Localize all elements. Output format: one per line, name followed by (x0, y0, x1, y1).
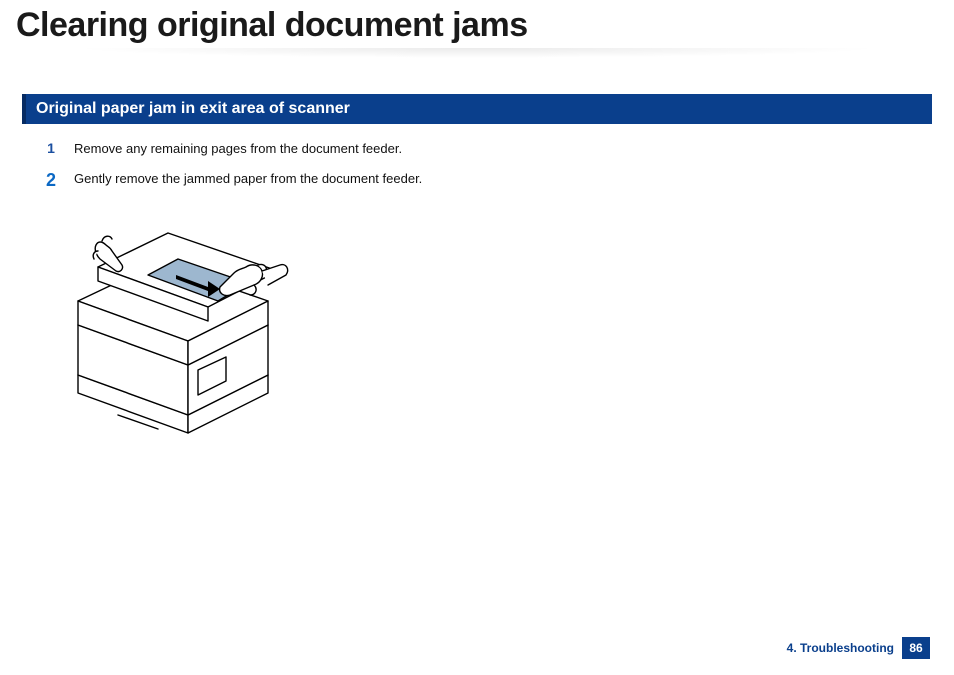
footer-page-number: 86 (902, 637, 930, 659)
step-number: 2 (40, 170, 62, 191)
step-text: Gently remove the jammed paper from the … (74, 171, 422, 186)
step-row: 1 Remove any remaining pages from the do… (40, 140, 914, 156)
footer-chapter: 4. Troubleshooting (787, 641, 894, 655)
section-bar: Original paper jam in exit area of scann… (22, 94, 932, 124)
page-header: Clearing original document jams (0, 0, 954, 62)
steps-list: 1 Remove any remaining pages from the do… (40, 140, 914, 191)
step-number: 1 (40, 140, 62, 156)
page-footer: 4. Troubleshooting 86 (787, 637, 930, 659)
step-row: 2 Gently remove the jammed paper from th… (40, 170, 914, 191)
step-text: Remove any remaining pages from the docu… (74, 141, 402, 156)
page-title: Clearing original document jams (16, 6, 528, 45)
section-title: Original paper jam in exit area of scann… (36, 100, 918, 118)
printer-illustration (58, 205, 298, 435)
title-shadow (0, 48, 954, 62)
